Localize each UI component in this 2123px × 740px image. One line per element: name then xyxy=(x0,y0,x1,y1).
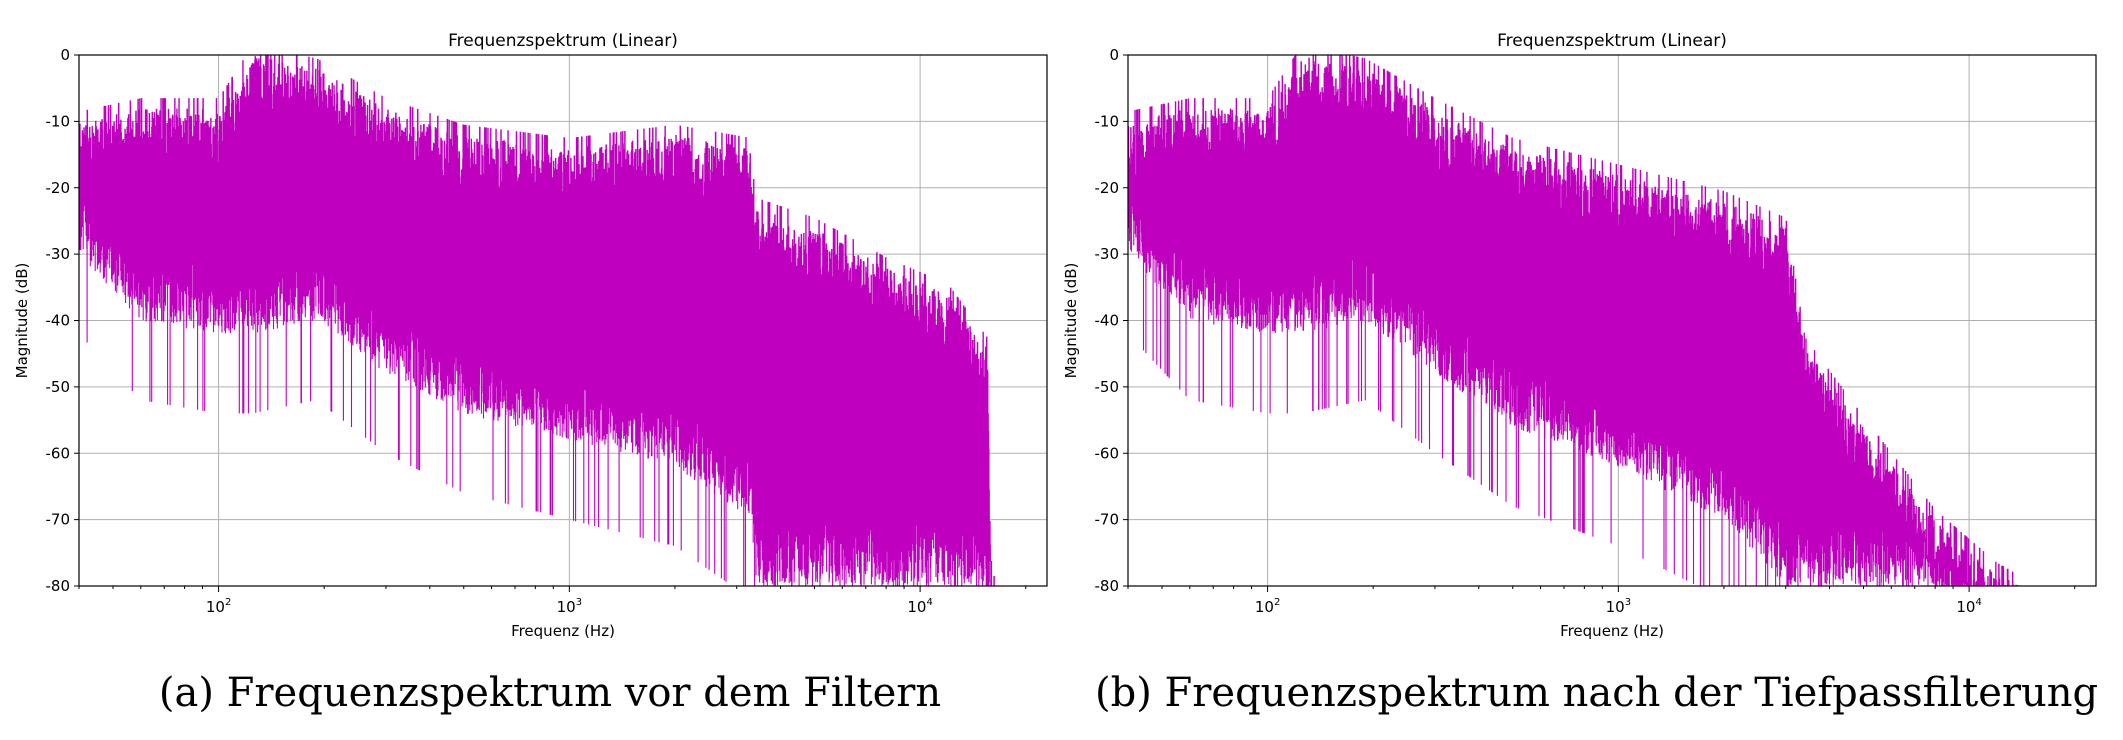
x-tick-label: 104 xyxy=(907,597,932,616)
y-tick-label: 0 xyxy=(1109,46,1119,64)
caption-a: (a) Frequenzspektrum vor dem Filtern xyxy=(158,670,942,716)
chart-title: Frequenzspektrum (Linear) xyxy=(1497,31,1727,51)
y-tick-label: -20 xyxy=(1095,179,1120,197)
y-axis-label: Magnitude (dB) xyxy=(13,263,31,379)
x-tick-label: 102 xyxy=(1255,597,1280,616)
x-tick-label: 102 xyxy=(206,597,231,616)
x-tick-exponent: 2 xyxy=(225,597,231,608)
x-tick-exponent: 4 xyxy=(1975,597,1981,608)
x-tick-exponent: 3 xyxy=(576,597,582,608)
y-tick-label: 0 xyxy=(60,46,70,64)
y-tick-label: -60 xyxy=(46,444,71,462)
y-tick-label: -10 xyxy=(1095,112,1120,130)
y-tick-label: -40 xyxy=(46,312,71,330)
y-tick-label: -30 xyxy=(46,245,71,263)
y-tick-label: -70 xyxy=(46,511,71,529)
x-tick-label: 103 xyxy=(557,597,582,616)
spectrum-line xyxy=(79,55,995,586)
x-tick-exponent: 3 xyxy=(1625,597,1631,608)
x-axis-label: Frequenz (Hz) xyxy=(1560,622,1664,640)
x-tick-exponent: 4 xyxy=(926,597,932,608)
x-tick-exponent: 2 xyxy=(1274,597,1280,608)
x-axis-label: Frequenz (Hz) xyxy=(511,622,615,640)
chart-title: Frequenzspektrum (Linear) xyxy=(448,31,678,51)
y-tick-label: -30 xyxy=(1095,245,1120,263)
y-tick-label: -50 xyxy=(1095,378,1120,396)
spectrum-line xyxy=(1128,55,2019,586)
y-tick-label: -10 xyxy=(46,112,71,130)
y-tick-label: -80 xyxy=(1095,577,1120,595)
caption-b: (b) Frequenzspektrum nach der Tiefpassfi… xyxy=(1095,670,2099,716)
y-tick-label: -20 xyxy=(46,179,71,197)
x-tick-label: 103 xyxy=(1606,597,1631,616)
y-tick-label: -80 xyxy=(46,577,71,595)
y-tick-label: -70 xyxy=(1095,511,1120,529)
y-tick-label: -50 xyxy=(46,378,71,396)
y-tick-label: -40 xyxy=(1095,312,1120,330)
x-tick-label: 104 xyxy=(1956,597,1981,616)
y-axis-label: Magnitude (dB) xyxy=(1062,263,1080,379)
chart-b: 0 -10 -20 -30 -40 -50 -60 -70 -80 102 103 104 Freque… xyxy=(1062,31,2097,640)
y-tick-label: -60 xyxy=(1095,444,1120,462)
chart-a: 0 -10 -20 -30 -40 -50 -60 -70 -80 102 103 104 Freque… xyxy=(13,31,1048,640)
